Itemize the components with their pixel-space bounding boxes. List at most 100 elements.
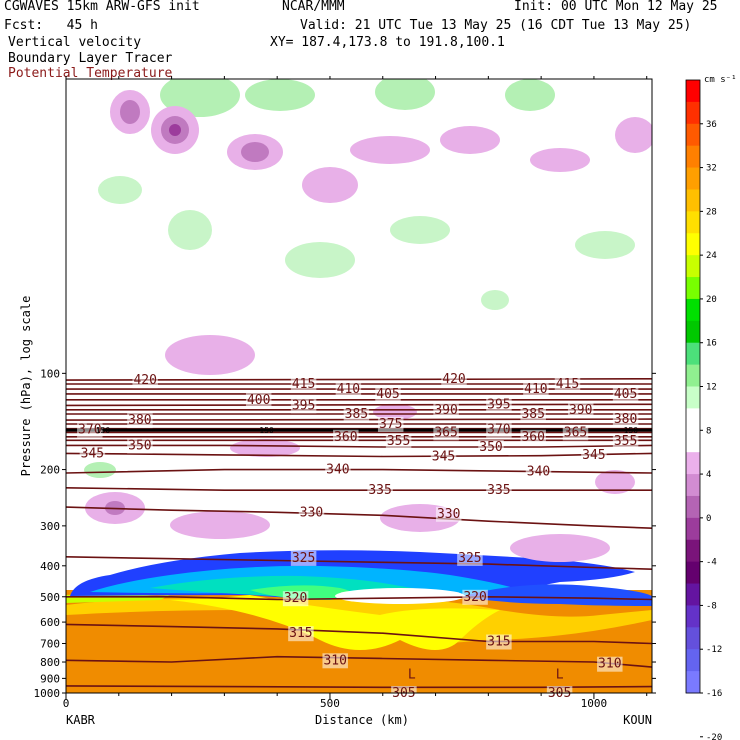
x-axis: 0 500 1000 [63,76,648,710]
theta-label: 365 [434,425,457,440]
colorbar-swatch [686,189,700,212]
theta-label: 380 [128,413,151,428]
theta-contour-340 [66,468,652,474]
header-field-vv: Vertical velocity [8,35,142,50]
theta-label-bg [478,440,504,455]
colorbar-label: -4 [706,558,717,568]
colorbar-label: 0 [706,514,711,524]
theta-label: 345 [432,450,455,465]
header-fcst: Fcst: 45 h [4,18,98,33]
theta-label-bg [385,434,412,450]
colorbar-swatch [686,211,700,234]
y-tick-label: 200 [40,464,60,477]
theta-label-bg [367,483,393,499]
y-tick-label: 1000 [34,687,61,700]
theta-label: 320 [284,591,307,606]
theta-label: 315 [289,626,312,641]
theta-label: 380 [614,412,637,427]
theta-label-bg [441,371,467,387]
colorbar-swatch [686,145,700,169]
header-init: Init: 00 UTC Mon 12 May 25 [514,0,718,14]
theta-label: 370 [487,423,510,438]
plot-frame [65,78,653,694]
x-tick-label: 500 [320,697,340,710]
theta-contour-350 [66,444,652,448]
colorbar-swatch [686,255,700,278]
colorbar-swatch [686,649,700,672]
theta-contour-315 [66,623,652,645]
downdraft-16 [595,470,635,494]
theta-label-bg [79,446,106,462]
theta-contour-345 [66,452,652,458]
colorbar-swatch [686,233,700,256]
theta-label: 410 [524,382,547,397]
colorbar-swatch [686,561,700,585]
theta-label-bg [520,429,546,445]
downdraft-8 [615,117,652,153]
theta-label-bg [486,634,512,650]
theta-contour-325 [66,556,652,570]
theta-label: 420 [133,373,156,388]
theta-label: 350 [479,440,502,455]
updraft-5 [98,176,142,204]
theta-label-bg [486,397,512,413]
theta-label: 385 [521,407,544,422]
colorbar-label: 8 [706,426,711,436]
downdraft-13 [170,511,270,539]
x-tick-label: 0 [63,697,70,710]
colorbar-label: 28 [706,207,717,217]
header-xy: XY= 187.4,173.8 to 191.8,100.1 [270,35,505,50]
theta-label: 410 [337,382,360,397]
theta-label-bg [612,412,639,428]
y-tick-label: 800 [40,656,60,669]
theta-label: 345 [81,446,104,461]
colorbar-swatch [686,123,700,147]
plume-gap [335,588,465,604]
theta-contour-305 [66,685,652,689]
theta-label: 330 [437,507,460,522]
colorbar-swatch [686,80,700,103]
theta-label-bg [486,422,512,438]
y-tick-label: 600 [40,616,60,629]
colorbar-label: -8 [706,601,717,611]
updraft-8 [390,216,450,244]
theta-label-bg [127,413,153,429]
theta-label-bg [335,382,362,398]
y-axis-label: Pressure (hPa), log scale [19,296,33,477]
colorbar-swatch [686,539,700,563]
theta-label-bg [132,373,158,389]
colorbar-swatch [686,386,700,409]
updraft-light-2 [245,79,315,111]
theta-label-bg [525,464,552,480]
downdraft-9 [165,335,255,375]
updraft-10 [575,231,635,259]
theta-label-bg [597,656,623,672]
low-marker: L [408,667,416,682]
theta-label-bg [375,386,401,402]
downdraft-2-center [169,124,181,136]
theta-label: 340 [326,463,349,478]
theta-label: 340 [527,465,550,480]
downdraft-10 [230,439,300,457]
theta-label-bg [322,653,348,669]
theta-label-bg [245,392,272,408]
downdraft-3-core [241,142,269,162]
colorbar-label: 36 [706,120,717,130]
updraft-6 [168,210,212,250]
plume-blue-east [460,584,652,606]
colorbar-label: 4 [706,470,711,480]
theta-label: 415 [292,377,315,392]
theta-label-bg [435,506,462,522]
theta-contour-395 [66,403,652,407]
header-field-theta: Potential Temperature [8,66,173,81]
theta-label-bg [377,417,404,432]
theta-label: 360 [521,430,544,445]
theta-label-bg [325,462,351,478]
colorbar-label: 12 [706,383,717,393]
theta-label-bg [343,407,370,422]
colorbar-unit: cm s⁻¹ [704,75,737,85]
theta-label: 310 [598,657,621,672]
theta-label: 390 [434,403,457,418]
colorbar-swatch [686,583,700,606]
